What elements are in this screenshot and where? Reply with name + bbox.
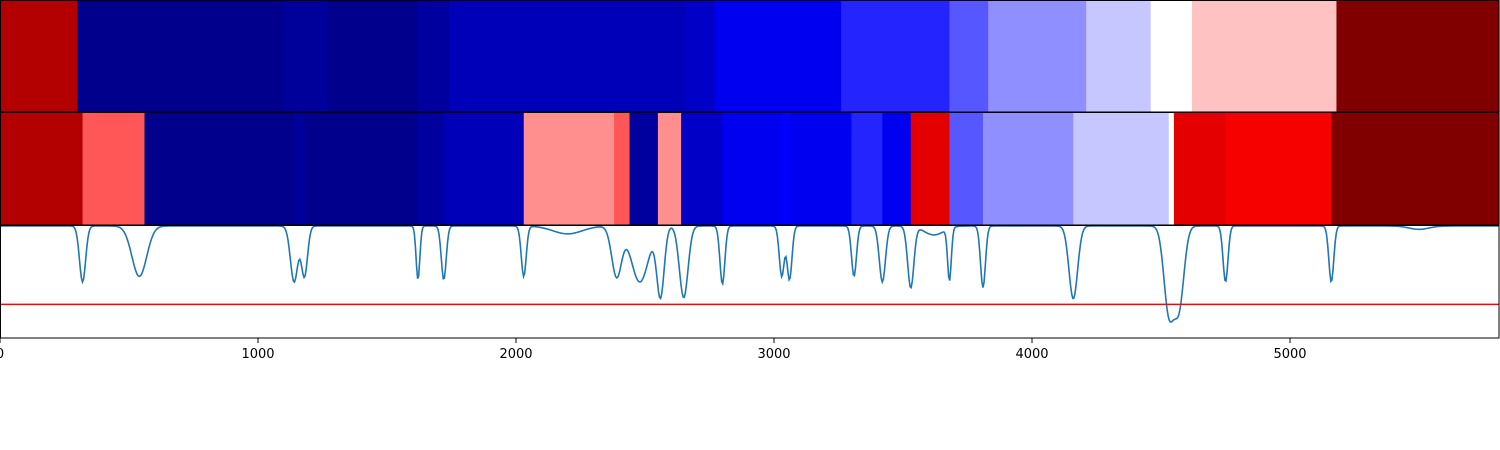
- x-tick-label: 0: [0, 347, 4, 362]
- heatmap-segment: [851, 113, 883, 225]
- heatmap-segment: [614, 113, 631, 225]
- heatmap-segment: [294, 113, 306, 225]
- heatmap-segment: [1086, 1, 1152, 112]
- heatmap-segment: [910, 113, 951, 225]
- heatmap-segment: [722, 113, 783, 225]
- heatmap-segment: [1331, 113, 1500, 225]
- heatmap-segment: [144, 113, 295, 225]
- heatmap-segment: [417, 113, 445, 225]
- heatmap-segment: [781, 113, 791, 225]
- heatmap-segment: [686, 1, 716, 112]
- heatmap-segment: [1173, 113, 1227, 225]
- x-tick-label: 5000: [1273, 347, 1306, 362]
- x-axis: 0 1000 2000 3000 4000 5000: [0, 338, 1307, 362]
- heatmap-segment: [0, 1, 79, 112]
- heatmap-segment: [1168, 113, 1175, 225]
- heatmap-segment: [327, 1, 419, 112]
- heatmap-segment: [1225, 113, 1332, 225]
- x-tick-label: 3000: [757, 347, 790, 362]
- line-panel: [0, 225, 1499, 338]
- heatmap-segment: [949, 113, 984, 225]
- x-tick-label: 1000: [241, 347, 274, 362]
- heatmap-segment: [789, 113, 853, 225]
- heatmap-segment: [304, 113, 419, 225]
- x-tick-label: 4000: [1015, 347, 1048, 362]
- heatmap-segment: [0, 113, 84, 225]
- heatmap-segment: [657, 113, 682, 225]
- heatmap-segment: [523, 113, 615, 225]
- heatmap-segment: [982, 113, 1074, 225]
- heatmap-row-1: [0, 1, 1500, 112]
- heatmap-segment: [443, 113, 525, 225]
- heatmap-segment: [448, 1, 687, 112]
- heatmap-segment: [1073, 113, 1170, 225]
- heatmap-segment: [1191, 1, 1338, 112]
- heatmap-segment: [82, 113, 146, 225]
- heatmap-segment: [629, 113, 659, 225]
- heatmap-row-2: [0, 113, 1500, 225]
- heatmap-segment: [988, 1, 1087, 112]
- x-tick-label: 2000: [499, 347, 532, 362]
- panel-frame: [0, 225, 1500, 339]
- heatmap-segment: [949, 1, 989, 112]
- panel-frames: [0, 0, 1500, 339]
- heatmap-segment: [77, 1, 285, 112]
- heatmap-segment: [417, 1, 450, 112]
- line-panel-background: [0, 226, 1499, 338]
- heatmap-segment: [1150, 1, 1193, 112]
- heatmap-segment: [714, 1, 842, 112]
- heatmap-segment: [1336, 1, 1500, 112]
- heatmap-segment: [681, 113, 724, 225]
- heatmap-segment: [283, 1, 329, 112]
- heatmap-segment: [882, 113, 912, 225]
- heatmap-segment: [841, 1, 951, 112]
